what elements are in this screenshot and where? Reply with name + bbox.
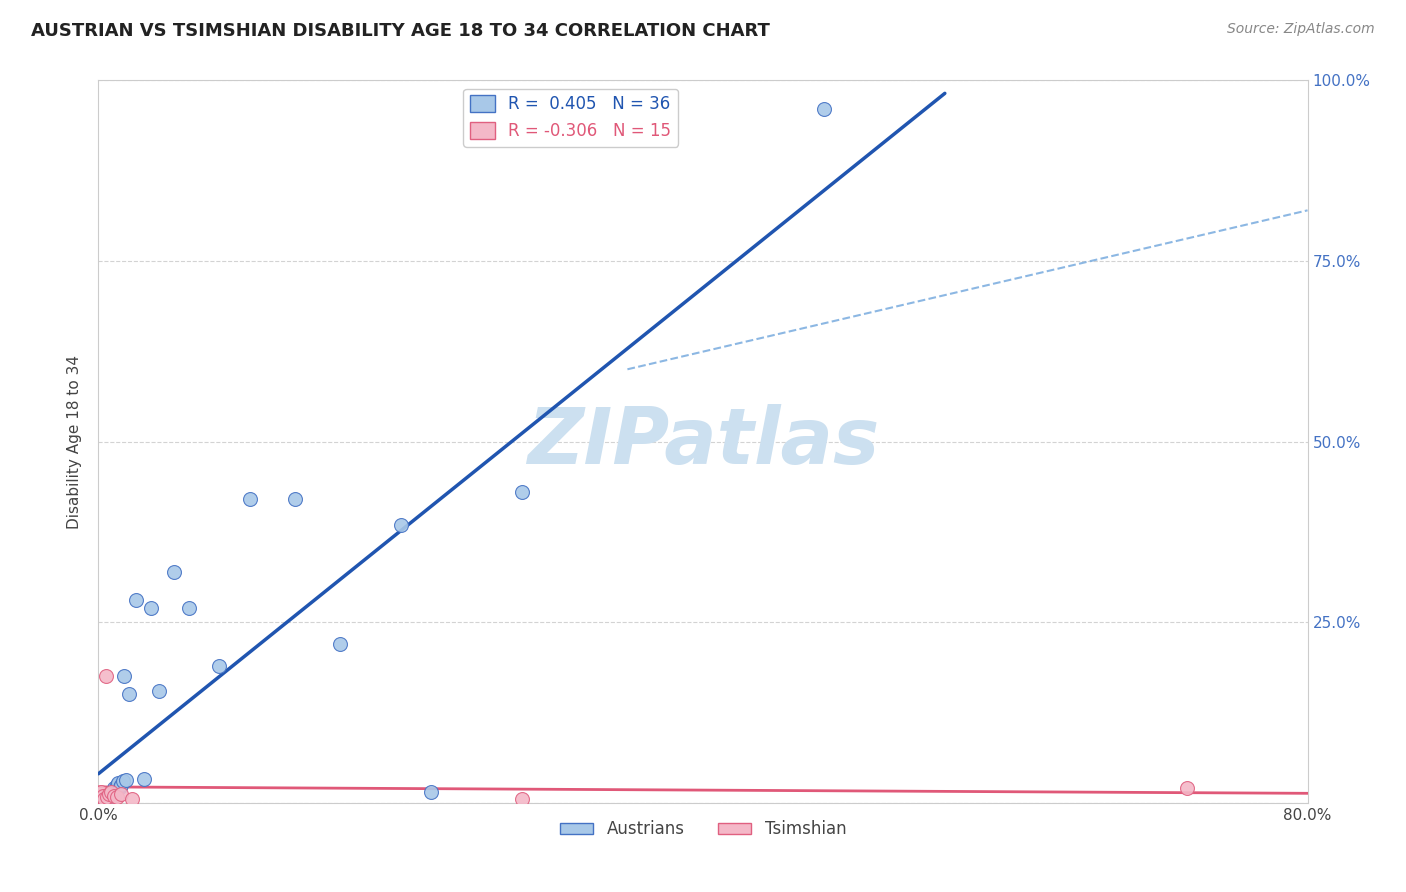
Point <box>108 780 131 794</box>
Point <box>1175 781 1198 796</box>
Y-axis label: Disability Age 18 to 34: Disability Age 18 to 34 <box>67 354 83 529</box>
Point <box>93 792 115 806</box>
Point <box>121 792 143 806</box>
Point <box>103 781 125 796</box>
Point <box>329 637 352 651</box>
Point <box>813 102 835 116</box>
Point <box>103 787 125 801</box>
Point <box>284 492 307 507</box>
Point <box>104 782 127 797</box>
Point <box>90 792 112 806</box>
Point <box>111 774 134 789</box>
Point <box>93 790 115 805</box>
Point <box>93 792 115 806</box>
Point <box>100 790 122 805</box>
Point <box>103 789 125 803</box>
Point <box>98 789 121 803</box>
Point <box>90 785 112 799</box>
Point <box>89 789 111 803</box>
Point <box>105 778 128 792</box>
Point <box>125 593 148 607</box>
Legend: Austrians, Tsimshian: Austrians, Tsimshian <box>553 814 853 845</box>
Point <box>112 669 135 683</box>
Point <box>101 785 124 799</box>
Point <box>98 792 121 806</box>
Text: AUSTRIAN VS TSIMSHIAN DISABILITY AGE 18 TO 34 CORRELATION CHART: AUSTRIAN VS TSIMSHIAN DISABILITY AGE 18 … <box>31 22 770 40</box>
Point <box>98 787 121 801</box>
Point <box>389 517 412 532</box>
Point <box>91 789 114 803</box>
Point <box>148 683 170 698</box>
Text: Source: ZipAtlas.com: Source: ZipAtlas.com <box>1227 22 1375 37</box>
Point <box>94 789 117 803</box>
Text: ZIPatlas: ZIPatlas <box>527 403 879 480</box>
Point <box>94 669 117 683</box>
Point <box>510 792 533 806</box>
Point <box>208 658 231 673</box>
Point <box>141 600 163 615</box>
Point <box>132 772 155 786</box>
Point <box>179 600 201 615</box>
Point <box>91 790 114 805</box>
Point <box>96 790 118 805</box>
Point <box>420 785 443 799</box>
Point <box>100 785 122 799</box>
Point <box>96 790 118 805</box>
Point <box>107 775 129 789</box>
Point <box>110 778 132 792</box>
Point <box>91 794 114 808</box>
Point <box>163 565 186 579</box>
Point <box>510 485 533 500</box>
Point <box>94 791 117 805</box>
Point <box>105 790 128 805</box>
Point <box>114 772 136 787</box>
Point <box>239 492 262 507</box>
Point <box>110 787 132 801</box>
Point <box>118 687 141 701</box>
